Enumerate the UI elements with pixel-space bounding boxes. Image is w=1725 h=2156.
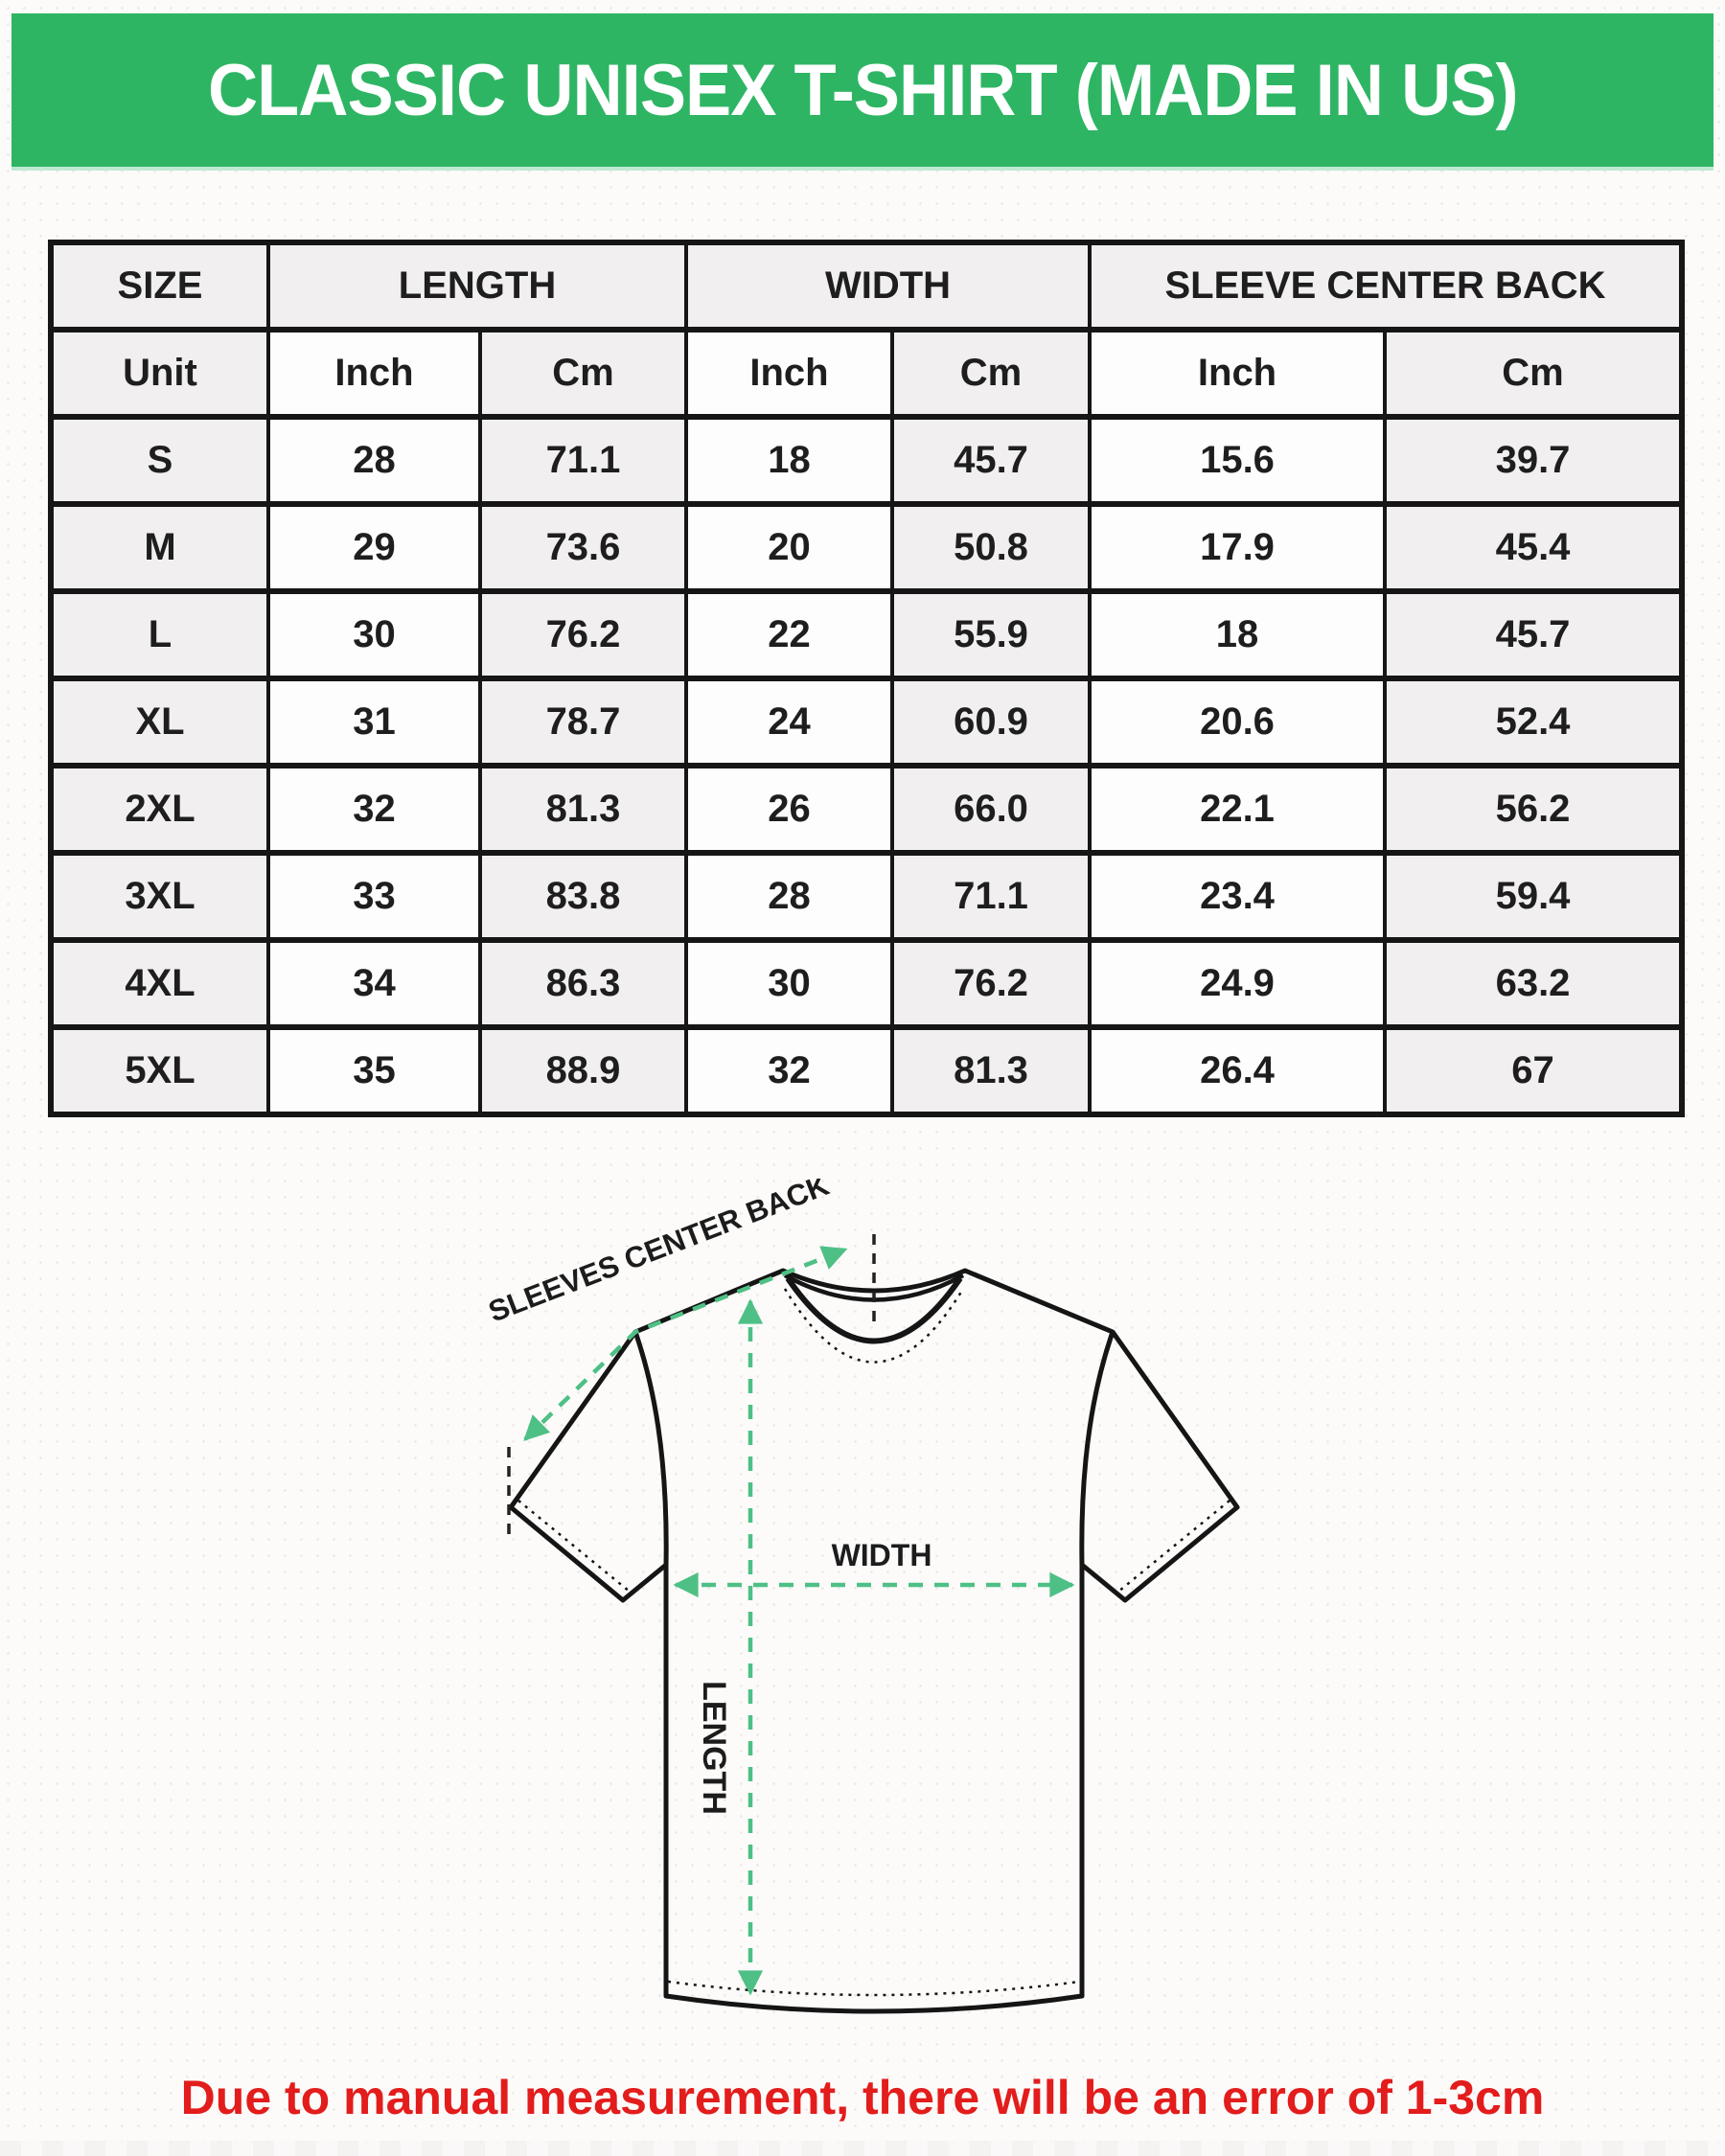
table-unit-row: Unit Inch Cm Inch Cm Inch Cm: [49, 327, 1685, 420]
value-cell: 33: [266, 850, 482, 943]
value-cell: 20.6: [1088, 676, 1388, 768]
col-header-size: SIZE: [49, 240, 270, 333]
unit-cell: Unit: [49, 327, 270, 420]
bottom-scan-band: [0, 2141, 1725, 2156]
value-cell: 26.4: [1088, 1024, 1388, 1117]
size-cell: S: [49, 414, 270, 507]
value-cell: 30: [266, 588, 482, 681]
value-cell: 45.7: [1383, 588, 1685, 681]
value-cell: 81.3: [889, 1024, 1092, 1117]
sleeve-center-back-label: SLEEVES CENTER BACK: [484, 1179, 834, 1329]
value-cell: 45.7: [889, 414, 1092, 507]
unit-cell: Inch: [684, 327, 894, 420]
value-cell: 24.9: [1088, 937, 1388, 1030]
unit-cell: Inch: [266, 327, 482, 420]
value-cell: 32: [684, 1024, 894, 1117]
size-cell: 4XL: [49, 937, 270, 1030]
size-cell: 2XL: [49, 763, 270, 856]
right-cuff-stitch-dotted: [1117, 1500, 1230, 1593]
size-chart-table: SIZE LENGTH WIDTH SLEEVE CENTER BACK Uni…: [48, 240, 1686, 1117]
value-cell: 30: [684, 937, 894, 1030]
value-cell: 71.1: [478, 414, 688, 507]
unit-cell: Cm: [1383, 327, 1685, 420]
value-cell: 59.4: [1383, 850, 1685, 943]
table-row-2xl: 2XL 32 81.3 26 66.0 22.1 56.2: [49, 763, 1685, 856]
left-armhole-seam: [632, 1331, 669, 1566]
back-neck-stitch-dotted: [783, 1288, 965, 1364]
value-cell: 29: [266, 501, 482, 594]
value-cell: 55.9: [889, 588, 1092, 681]
value-cell: 56.2: [1383, 763, 1685, 856]
value-cell: 67: [1383, 1024, 1685, 1117]
table-group-header-row: SIZE LENGTH WIDTH SLEEVE CENTER BACK: [49, 240, 1685, 333]
tshirt-measurement-diagram: SLEEVES CENTER BACK WIDTH LENGTH: [484, 1179, 1240, 2014]
table-row-s: S 28 71.1 18 45.7 15.6 39.7: [49, 414, 1685, 507]
col-header-length: LENGTH: [266, 240, 688, 333]
value-cell: 83.8: [478, 850, 688, 943]
value-cell: 20: [684, 501, 894, 594]
value-cell: 23.4: [1088, 850, 1388, 943]
right-armhole-seam: [1079, 1331, 1116, 1566]
page-title: CLASSIC UNISEX T-SHIRT (MADE IN US): [207, 49, 1519, 131]
value-cell: 73.6: [478, 501, 688, 594]
value-cell: 76.2: [889, 937, 1092, 1030]
size-cell: L: [49, 588, 270, 681]
hem-stitch-dotted: [667, 1980, 1081, 1997]
title-banner: CLASSIC UNISEX T-SHIRT (MADE IN US): [12, 13, 1714, 171]
value-cell: 22.1: [1088, 763, 1388, 856]
measurement-disclaimer: Due to manual measurement, there will be…: [180, 2071, 1545, 2124]
table-row-3xl: 3XL 33 83.8 28 71.1 23.4 59.4: [49, 850, 1685, 943]
sleeve-center-back-arrow: [523, 1246, 848, 1441]
value-cell: 34: [266, 937, 482, 1030]
value-cell: 28: [684, 850, 894, 943]
value-cell: 60.9: [889, 676, 1092, 768]
unit-cell: Cm: [889, 327, 1092, 420]
value-cell: 76.2: [478, 588, 688, 681]
table-row-xl: XL 31 78.7 24 60.9 20.6 52.4: [49, 676, 1685, 768]
value-cell: 31: [266, 676, 482, 768]
value-cell: 52.4: [1383, 676, 1685, 768]
value-cell: 66.0: [889, 763, 1092, 856]
value-cell: 28: [266, 414, 482, 507]
value-cell: 39.7: [1383, 414, 1685, 507]
value-cell: 88.9: [478, 1024, 688, 1117]
table-row-5xl: 5XL 35 88.9 32 81.3 26.4 67: [49, 1024, 1685, 1117]
value-cell: 71.1: [889, 850, 1092, 943]
length-label: LENGTH: [696, 1681, 732, 1815]
unit-cell: Cm: [478, 327, 688, 420]
value-cell: 35: [266, 1024, 482, 1117]
value-cell: 18: [684, 414, 894, 507]
value-cell: 15.6: [1088, 414, 1388, 507]
size-cell: 3XL: [49, 850, 270, 943]
width-label: WIDTH: [832, 1538, 932, 1572]
unit-cell: Inch: [1088, 327, 1388, 420]
size-cell: XL: [49, 676, 270, 768]
table-row-4xl: 4XL 34 86.3 30 76.2 24.9 63.2: [49, 937, 1685, 1030]
left-cuff-stitch-dotted: [518, 1500, 631, 1593]
size-cell: M: [49, 501, 270, 594]
col-header-width: WIDTH: [683, 240, 1092, 333]
value-cell: 22: [684, 588, 894, 681]
value-cell: 26: [684, 763, 894, 856]
col-header-sleeve-center-back: SLEEVE CENTER BACK: [1088, 240, 1685, 333]
value-cell: 50.8: [889, 501, 1092, 594]
value-cell: 17.9: [1088, 501, 1388, 594]
value-cell: 81.3: [478, 763, 688, 856]
value-cell: 86.3: [478, 937, 688, 1030]
value-cell: 24: [684, 676, 894, 768]
value-cell: 63.2: [1383, 937, 1685, 1030]
value-cell: 18: [1088, 588, 1388, 681]
size-cell: 5XL: [49, 1024, 270, 1117]
tshirt-outline: [508, 1268, 1240, 2014]
value-cell: 32: [266, 763, 482, 856]
value-cell: 78.7: [478, 676, 688, 768]
value-cell: 45.4: [1383, 501, 1685, 594]
table-row-l: L 30 76.2 22 55.9 18 45.7: [49, 588, 1685, 681]
table-row-m: M 29 73.6 20 50.8 17.9 45.4: [49, 501, 1685, 594]
